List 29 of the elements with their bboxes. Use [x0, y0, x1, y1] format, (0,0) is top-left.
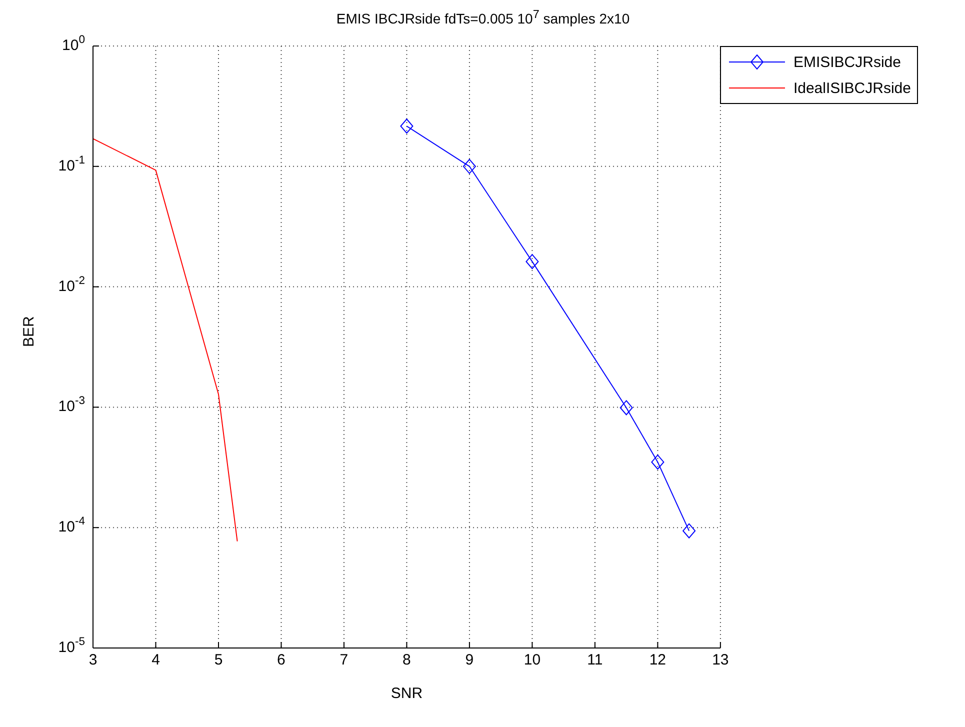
x-tick-label: 8: [402, 652, 411, 669]
x-tick-label: 9: [465, 652, 474, 669]
x-tick-label: 12: [649, 652, 666, 669]
y-tick-label: 10$^{0}$: [62, 34, 85, 54]
y-axis-title: BER: [20, 316, 38, 347]
y-tick-label: 10$^{-3}$: [58, 395, 85, 416]
x-tick-label: 5: [214, 652, 223, 669]
point: [462, 158, 476, 174]
x-tick-label: 13: [712, 652, 729, 669]
x-tick-label: 3: [88, 652, 98, 669]
line-series: [93, 138, 238, 542]
point: [682, 523, 696, 538]
point: [526, 254, 539, 270]
legend-label: IdealISIBCJRside: [793, 80, 911, 96]
x-tick-label: 4: [152, 652, 160, 669]
y-tick-label: 10$^{-1}$: [58, 154, 85, 174]
x-axis-title: SNR: [390, 685, 423, 702]
legend-label: EMISIBCJRside: [793, 54, 901, 70]
y-tick-label: 10$^{-2}$: [58, 274, 85, 295]
point: [400, 118, 414, 134]
point: [651, 454, 664, 470]
x-tick-label: 6: [277, 652, 286, 669]
y-tick-label: 10$^{-5}$: [58, 636, 85, 656]
y-tick-label: 10$^{-4}$: [58, 516, 85, 536]
x-tick-label: 10: [524, 652, 541, 669]
x-tick-label: 7: [340, 652, 348, 669]
point: [620, 400, 633, 416]
chart-title: EMIS IBCJRside fdTs=0.005 10$^{7}$ samples 2x10: [335, 8, 631, 28]
x-tick-label: 11: [587, 652, 603, 669]
